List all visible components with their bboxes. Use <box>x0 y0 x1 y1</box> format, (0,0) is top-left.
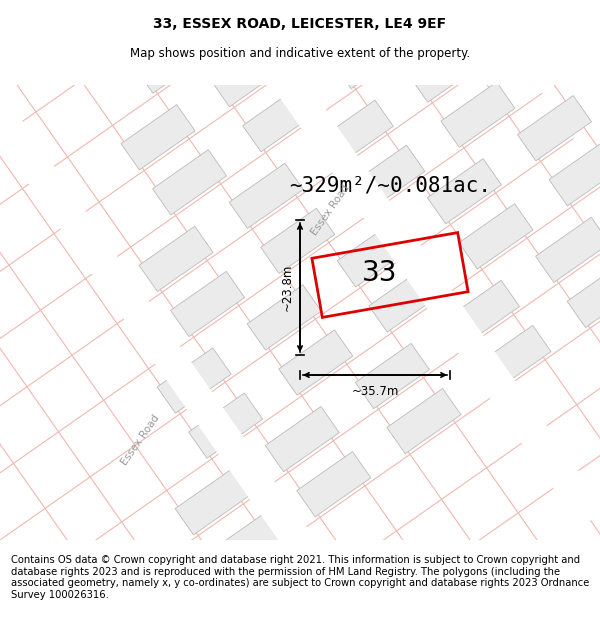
Polygon shape <box>157 348 231 413</box>
Polygon shape <box>387 389 461 454</box>
Polygon shape <box>247 285 321 350</box>
Polygon shape <box>355 343 430 409</box>
Polygon shape <box>518 96 592 161</box>
Polygon shape <box>175 469 249 535</box>
Polygon shape <box>477 326 551 391</box>
Text: ~35.7m: ~35.7m <box>352 385 398 398</box>
Text: Essex Road: Essex Road <box>309 183 351 237</box>
Polygon shape <box>536 217 600 282</box>
Polygon shape <box>121 104 195 170</box>
Text: 33, ESSEX ROAD, LEICESTER, LE4 9EF: 33, ESSEX ROAD, LEICESTER, LE4 9EF <box>154 17 446 31</box>
Polygon shape <box>206 514 281 580</box>
Polygon shape <box>242 87 317 152</box>
Polygon shape <box>261 208 335 274</box>
Polygon shape <box>265 406 339 472</box>
Polygon shape <box>211 41 285 107</box>
Text: Map shows position and indicative extent of the property.: Map shows position and indicative extent… <box>130 47 470 59</box>
Polygon shape <box>531 19 600 84</box>
Polygon shape <box>229 163 303 228</box>
Text: 33: 33 <box>362 259 398 287</box>
Text: Essex Road: Essex Road <box>119 413 161 467</box>
Polygon shape <box>170 271 245 337</box>
Polygon shape <box>224 0 299 30</box>
Polygon shape <box>351 145 425 211</box>
Polygon shape <box>134 28 209 93</box>
Polygon shape <box>441 82 515 148</box>
Polygon shape <box>152 150 227 215</box>
Polygon shape <box>459 204 533 269</box>
Polygon shape <box>427 159 502 224</box>
Polygon shape <box>423 0 497 26</box>
Polygon shape <box>445 281 520 346</box>
Polygon shape <box>188 393 263 458</box>
Polygon shape <box>337 222 412 287</box>
Text: Contains OS data © Crown copyright and database right 2021. This information is : Contains OS data © Crown copyright and d… <box>11 555 589 600</box>
Polygon shape <box>499 0 574 39</box>
Polygon shape <box>333 24 407 89</box>
Polygon shape <box>301 0 375 44</box>
Polygon shape <box>297 452 371 517</box>
Polygon shape <box>139 226 213 291</box>
Text: ~23.8m: ~23.8m <box>281 264 294 311</box>
Polygon shape <box>319 100 394 166</box>
Polygon shape <box>567 262 600 328</box>
Polygon shape <box>409 37 484 102</box>
Polygon shape <box>279 330 353 395</box>
Text: ~329m²/~0.081ac.: ~329m²/~0.081ac. <box>289 175 491 195</box>
Polygon shape <box>549 141 600 206</box>
Polygon shape <box>103 0 177 48</box>
Polygon shape <box>369 267 443 332</box>
